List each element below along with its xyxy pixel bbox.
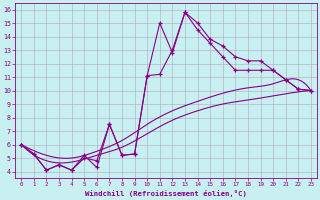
X-axis label: Windchill (Refroidissement éolien,°C): Windchill (Refroidissement éolien,°C) [85,190,247,197]
